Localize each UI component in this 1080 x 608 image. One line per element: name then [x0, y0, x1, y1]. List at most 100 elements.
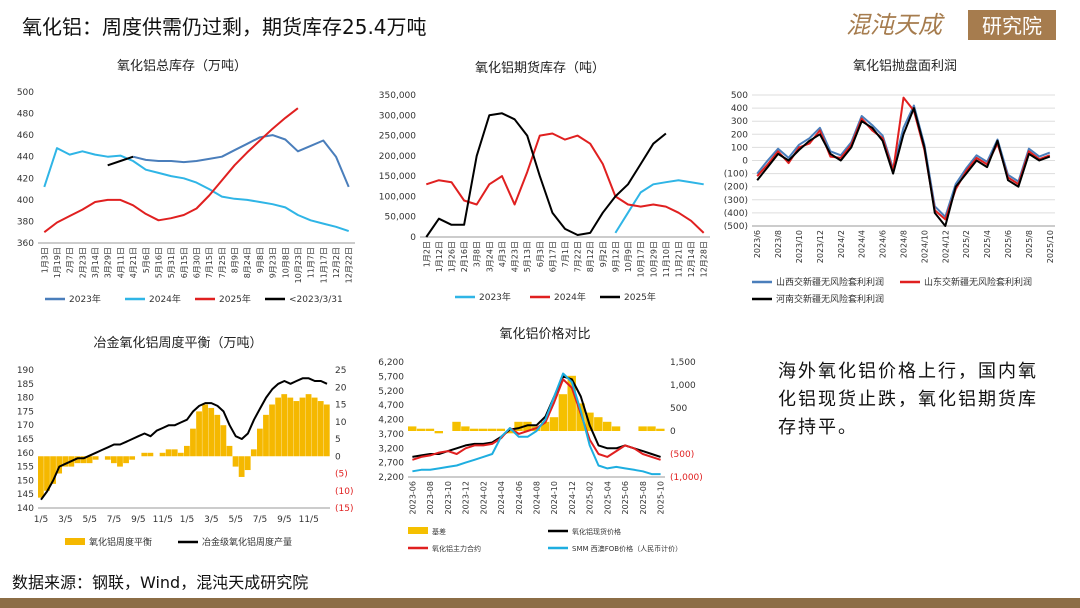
x-tick-label: 8月9日	[231, 247, 240, 273]
x-tick-label: 6月15日	[180, 247, 189, 278]
chart-title: 氧化铝总库存（万吨）	[117, 58, 247, 74]
bar	[323, 404, 330, 457]
chart-title: 氧化铝期货库存（吨）	[475, 60, 605, 76]
bar	[567, 375, 576, 431]
bar	[317, 401, 324, 457]
footer-bar	[0, 598, 1080, 608]
bar	[514, 421, 523, 431]
x-tick-label: 11月21日	[674, 241, 683, 277]
bar	[496, 428, 506, 431]
legend-label: 基差	[432, 527, 446, 536]
x-tick-label: 8月24日	[243, 247, 252, 278]
bar	[647, 426, 656, 431]
bar	[478, 428, 488, 431]
bar	[56, 456, 63, 474]
y-tick-label: 0	[410, 233, 416, 243]
x-tick-label: 1/5	[34, 515, 48, 525]
bar	[434, 431, 444, 434]
bar	[129, 456, 136, 460]
y-tick-label: 6,200	[378, 358, 404, 368]
bar	[86, 456, 93, 464]
bar	[62, 456, 69, 467]
y-tick-label: 400	[731, 104, 748, 114]
y-tick-label: 190	[17, 366, 34, 376]
y2-tick-label: 0	[670, 427, 676, 437]
x-tick-label: 11/5	[153, 515, 173, 525]
y-tick-label: 155	[17, 463, 34, 473]
x-tick-label: 2025/4	[983, 230, 992, 258]
bar	[305, 394, 312, 457]
x-tick-label: 4月3日	[498, 241, 507, 267]
y2-tick-label: (5)	[335, 470, 348, 480]
line-series	[425, 132, 705, 234]
bar	[540, 421, 550, 431]
x-tick-label: 7/5	[107, 515, 121, 525]
y-tick-label: 350,000	[379, 91, 416, 101]
x-tick-label: 5/5	[228, 515, 242, 525]
line-series	[425, 112, 667, 238]
x-tick-label: 10月8日	[281, 247, 290, 278]
x-tick-label: 7/5	[253, 515, 267, 525]
x-tick-label: 12月14日	[687, 241, 696, 277]
x-tick-label: 11月7日	[307, 247, 316, 278]
x-tick-label: 11月17日	[319, 247, 328, 283]
y-tick-label: (500)	[724, 222, 748, 232]
x-tick-label: 2024-08	[533, 481, 542, 514]
y-tick-label: 170	[17, 421, 34, 431]
y2-tick-label: 1,000	[670, 381, 696, 391]
legend-label: 冶金级氧化铝周度产量	[202, 536, 292, 548]
y-tick-label: 3,700	[378, 430, 404, 440]
line-series	[43, 147, 350, 233]
bar	[202, 404, 209, 457]
line-series	[132, 134, 350, 188]
bar	[287, 397, 294, 457]
x-tick-label: 9月8日	[256, 247, 265, 273]
legend-label: 2023年	[69, 293, 101, 305]
x-tick-label: 10月17日	[637, 241, 646, 277]
bar	[244, 456, 251, 471]
x-tick-label: 2025/10	[1046, 230, 1055, 263]
y-tick-label: 500	[731, 91, 748, 101]
legend-label: 河南交新疆无风险套利利润	[776, 293, 884, 305]
y-tick-label: (200)	[724, 183, 748, 193]
x-tick-label: 3/5	[204, 515, 218, 525]
x-tick-label: 2024/10	[920, 230, 929, 263]
bar	[165, 449, 172, 457]
x-tick-label: 4月23日	[511, 241, 520, 272]
bar	[104, 456, 111, 460]
y-tick-label: 140	[17, 504, 34, 514]
x-tick-label: 7月15日	[205, 247, 214, 278]
y-tick-label: 440	[17, 153, 34, 163]
y2-tick-label: 0	[335, 452, 341, 462]
legend-label: 2024年	[554, 291, 586, 303]
y-tick-label: 200,000	[379, 152, 416, 162]
bar	[177, 452, 184, 457]
y-tick-label: 4,200	[378, 416, 404, 426]
y-tick-label: (100)	[724, 170, 748, 180]
bar	[263, 414, 269, 457]
page-title: 氧化铝：周度供需仍过剩，期货库存25.4万吨	[22, 15, 427, 39]
summary-text: 海外氧化铝价格上行，国内氧化铝现货止跌，氧化铝期货库存持平。	[778, 361, 1038, 438]
x-tick-label: 2025-10	[657, 481, 666, 514]
x-tick-label: 4月11日	[116, 247, 125, 278]
y2-tick-label: 10	[335, 418, 347, 428]
bar	[50, 456, 56, 484]
y-tick-label: 300	[731, 117, 748, 127]
x-tick-label: 2月23日	[78, 247, 87, 278]
y-tick-label: 360	[17, 239, 34, 249]
x-tick-label: 3月29日	[104, 247, 113, 278]
x-tick-label: 1月26日	[448, 241, 457, 272]
y2-tick-label: (1,000)	[670, 473, 703, 483]
bar	[196, 411, 202, 457]
y-tick-label: 500	[17, 88, 34, 98]
legend-swatch	[408, 527, 428, 534]
y2-tick-label: 1,500	[670, 358, 696, 368]
line-series	[412, 378, 661, 461]
line-series	[614, 179, 704, 234]
bar	[117, 456, 123, 467]
y2-tick-label: 500	[670, 404, 687, 414]
y-tick-label: 250,000	[379, 132, 416, 142]
logo-box	[968, 10, 1056, 40]
y-tick-label: (400)	[724, 209, 748, 219]
